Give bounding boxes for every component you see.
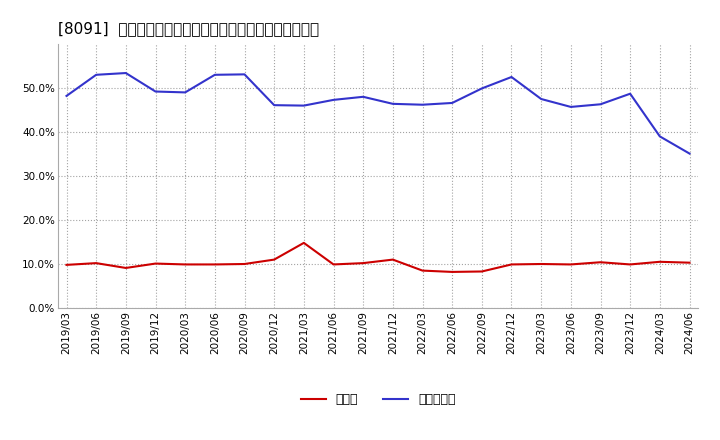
現頲金: [181, 262, 189, 267]
有利子負債: [92, 72, 101, 77]
有利子負債: [596, 102, 605, 107]
現頲金: [270, 257, 279, 262]
現頲金: [300, 240, 308, 246]
有利子負債: [240, 72, 249, 77]
現頲金: [329, 262, 338, 267]
現頲金: [507, 262, 516, 267]
現頲金: [92, 260, 101, 266]
現頲金: [477, 269, 486, 274]
有利子負債: [300, 103, 308, 108]
有利子負債: [210, 72, 219, 77]
有利子負債: [448, 100, 456, 106]
現頲金: [418, 268, 427, 273]
有利子負債: [537, 96, 546, 102]
有利子負債: [62, 93, 71, 99]
現頲金: [151, 261, 160, 266]
有利子負債: [567, 104, 575, 110]
現頲金: [537, 261, 546, 267]
有利子負債: [477, 86, 486, 91]
Text: [8091]  現頲金、有利子負債の総資産に対する比率の推移: [8091] 現頲金、有利子負債の総資産に対する比率の推移: [58, 21, 319, 36]
有利子負債: [507, 74, 516, 80]
有利子負債: [685, 151, 694, 156]
有利子負債: [181, 90, 189, 95]
有利子負債: [655, 134, 664, 139]
有利子負債: [270, 103, 279, 108]
現頲金: [567, 262, 575, 267]
現頲金: [210, 262, 219, 267]
現頲金: [240, 261, 249, 267]
Line: 現頲金: 現頲金: [66, 243, 690, 272]
現頲金: [685, 260, 694, 265]
現頲金: [448, 269, 456, 275]
有利子負債: [122, 70, 130, 76]
有利子負債: [418, 102, 427, 107]
現頲金: [122, 265, 130, 271]
Line: 有利子負債: 有利子負債: [66, 73, 690, 154]
有利子負債: [626, 91, 634, 96]
現頲金: [655, 259, 664, 264]
現頲金: [62, 262, 71, 268]
有利子負債: [329, 97, 338, 103]
有利子負債: [359, 94, 367, 99]
有利子負債: [151, 89, 160, 94]
現頲金: [596, 260, 605, 265]
Legend: 現頲金, 有利子負債: 現頲金, 有利子負債: [295, 388, 461, 411]
現頲金: [359, 260, 367, 266]
現頲金: [389, 257, 397, 262]
現頲金: [626, 262, 634, 267]
有利子負債: [389, 101, 397, 106]
